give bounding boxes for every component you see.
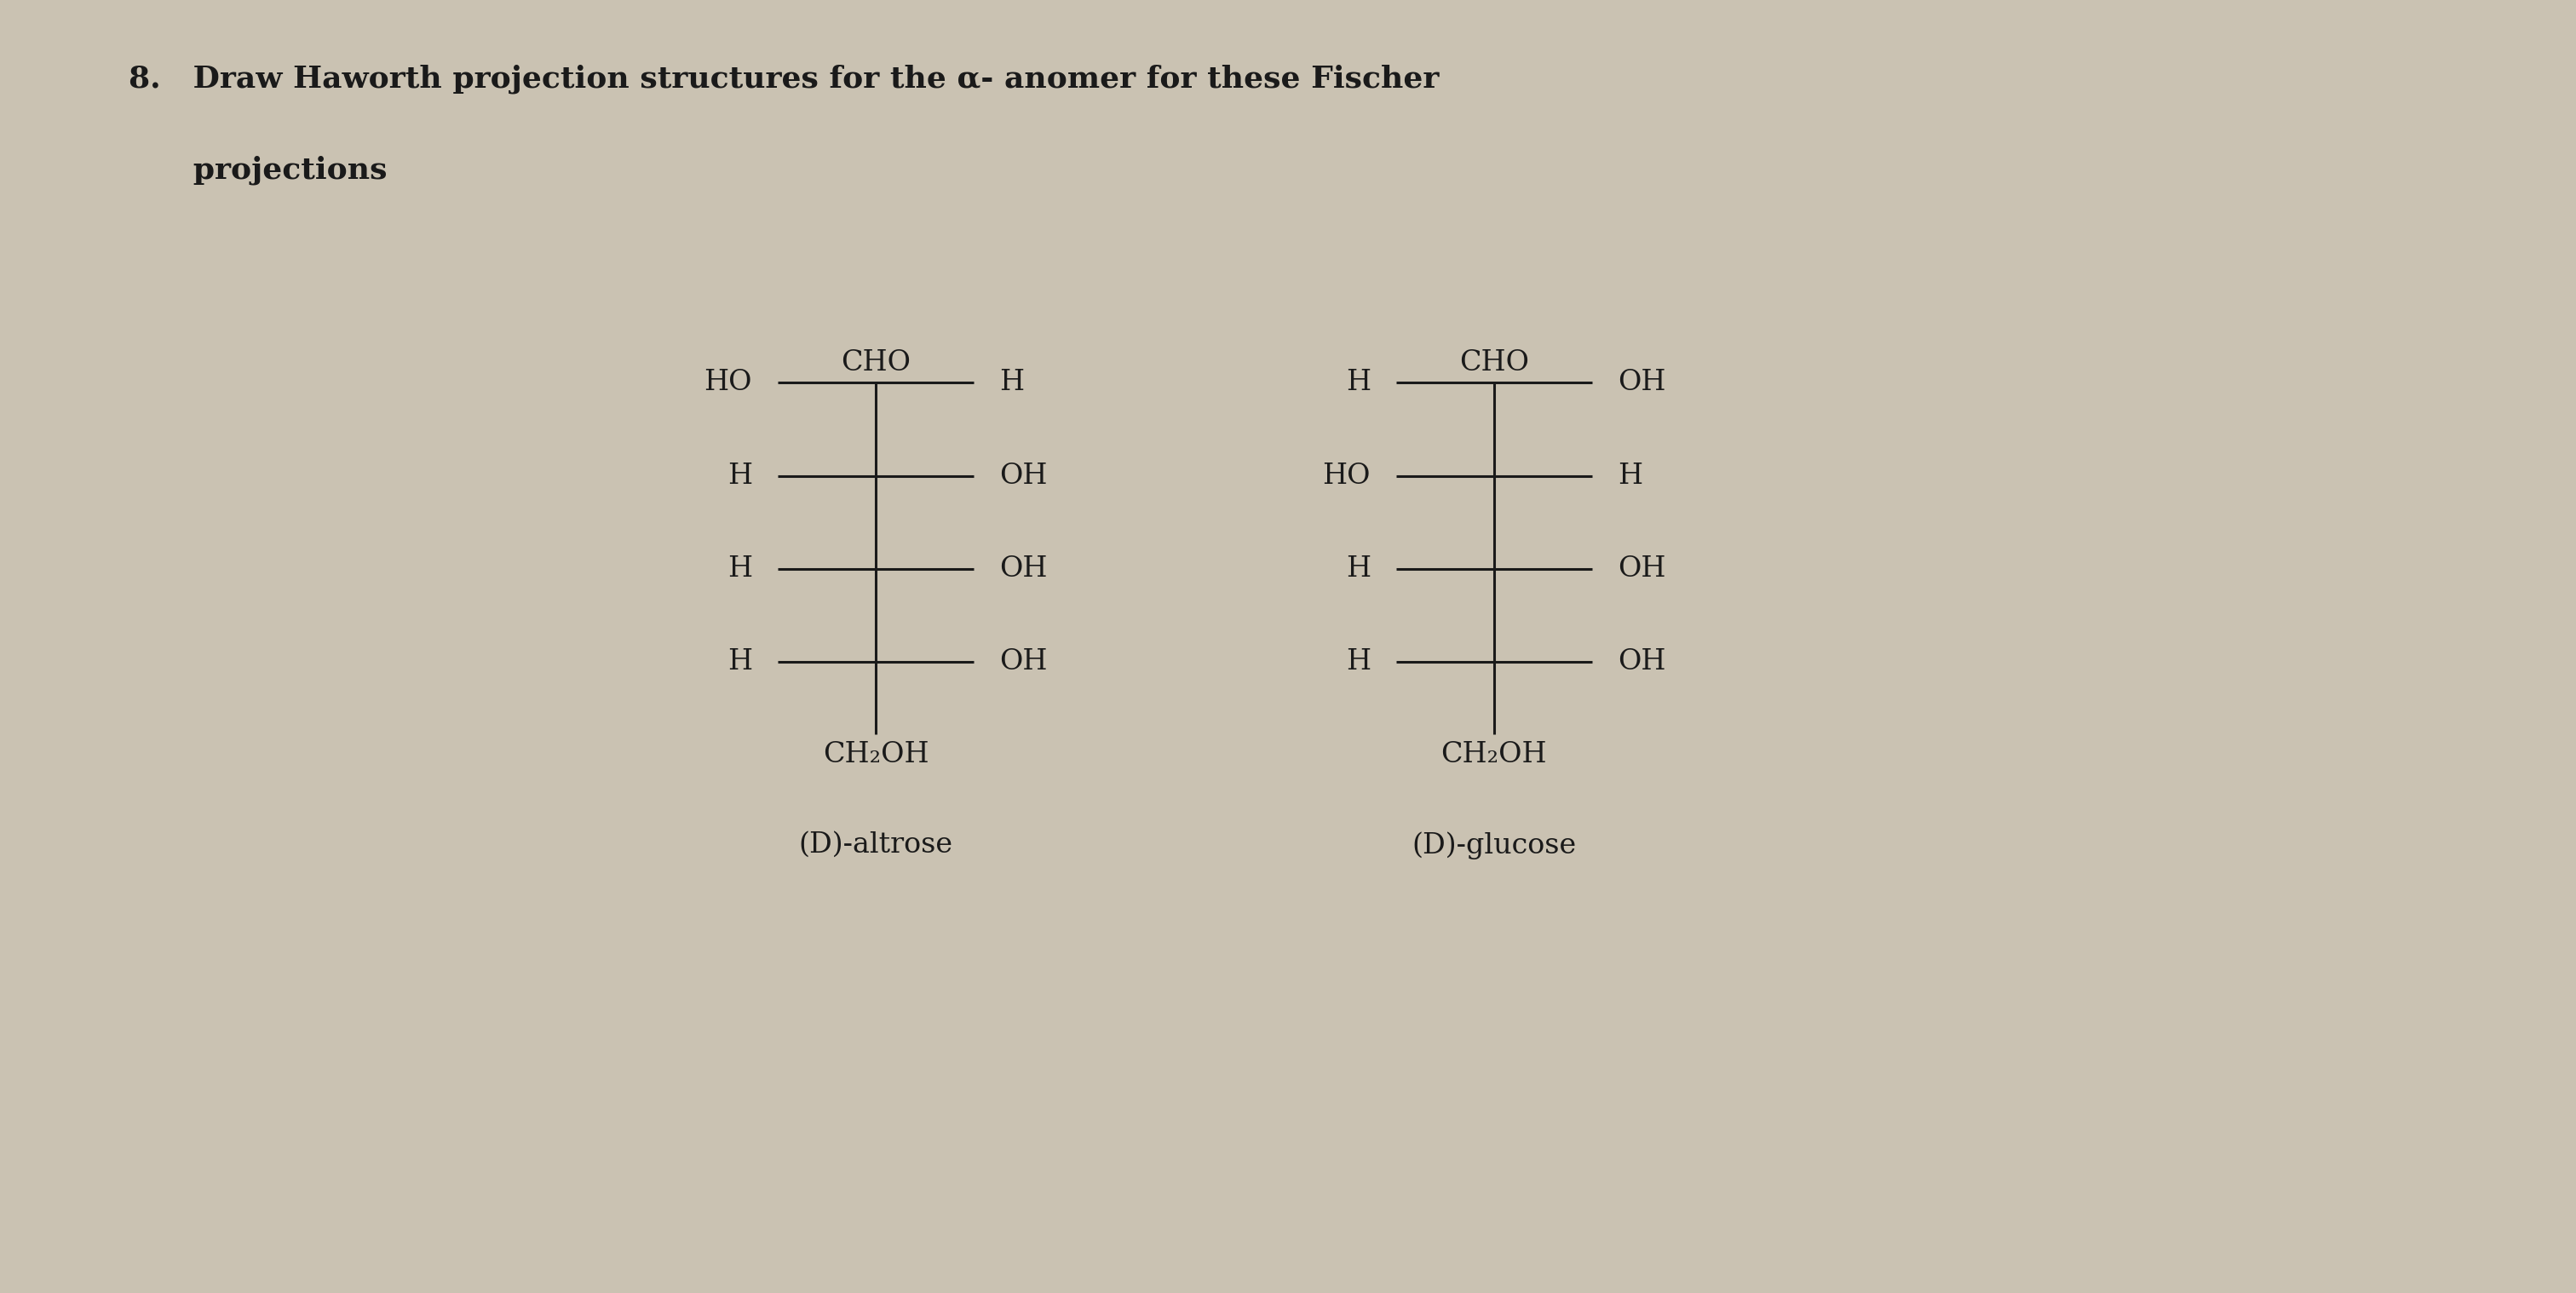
Text: CH₂OH: CH₂OH [1440,741,1548,768]
Text: CH₂OH: CH₂OH [822,741,930,768]
Text: (D)-glucose: (D)-glucose [1412,831,1577,860]
Text: OH: OH [1618,555,1667,583]
Text: HO: HO [703,369,752,397]
Text: OH: OH [999,462,1048,490]
Text: 8.   Draw Haworth projection structures for the α- anomer for these Fischer: 8. Draw Haworth projection structures fo… [129,65,1440,94]
Text: HO: HO [1321,462,1370,490]
Text: projections: projections [129,155,386,185]
Text: OH: OH [999,648,1048,676]
Text: OH: OH [999,555,1048,583]
Text: H: H [1345,369,1370,397]
Text: (D)-altrose: (D)-altrose [799,831,953,859]
Text: OH: OH [1618,648,1667,676]
Text: H: H [726,462,752,490]
Text: CHO: CHO [1458,349,1530,376]
Text: H: H [726,648,752,676]
Text: H: H [999,369,1025,397]
Text: H: H [726,555,752,583]
Text: OH: OH [1618,369,1667,397]
Text: CHO: CHO [840,349,912,376]
Text: H: H [1345,555,1370,583]
Text: H: H [1618,462,1643,490]
Text: H: H [1345,648,1370,676]
